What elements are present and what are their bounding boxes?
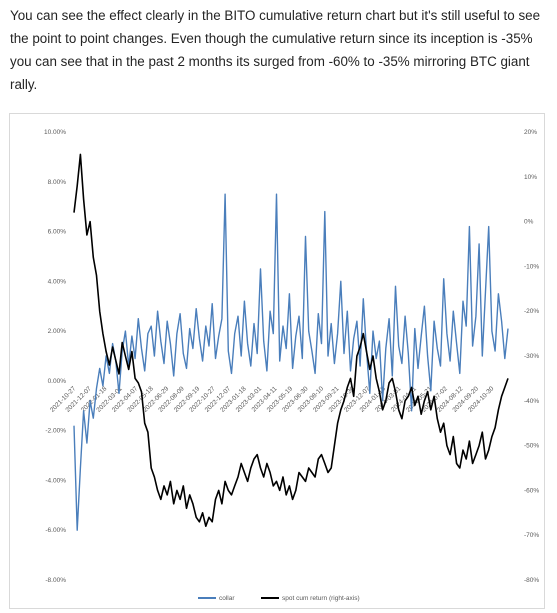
right-axis-tick: -30% [524,353,539,360]
right-axis-tick: -60% [524,487,539,494]
right-axis-tick: -10% [524,263,539,270]
right-axis-tick: -20% [524,308,539,315]
left-axis-tick: 4.00% [48,278,67,285]
plot-lines [73,153,509,531]
legend-collar-label: collar [219,595,235,602]
right-axis-tick: -80% [524,577,539,584]
left-axis-tick: 6.00% [48,229,67,236]
left-axis-tick: 8.00% [48,179,67,186]
left-axis-tick: -2.00% [45,428,66,435]
right-axis-tick: 10% [524,174,537,181]
cumulative-return-chart: 10.00% 8.00% 6.00% 4.00% 2.00% 0.00% -2.00% -4.… [44,129,539,602]
spot-cum-return-series-line [73,153,509,528]
right-axis-tick: -70% [524,532,539,539]
left-axis-tick: 0.00% [48,378,67,385]
left-axis-tick: -8.00% [45,577,66,584]
left-axis-tick: -4.00% [45,477,66,484]
chart-legend: collar spot cum return (right-axis) [198,595,360,602]
chart-frame: 10.00% 8.00% 6.00% 4.00% 2.00% 0.00% -2.00% -4.… [9,113,545,609]
left-axis-tick: -6.00% [45,527,66,534]
right-axis-tick: 0% [524,219,534,226]
legend-spot-label: spot cum return (right-axis) [282,595,360,602]
left-axis-tick: 10.00% [44,129,66,136]
left-axis-tick: 2.00% [48,328,67,335]
collar-series-line [73,193,509,531]
left-axis-ticks: 10.00% 8.00% 6.00% 4.00% 2.00% 0.00% -2.00% -4.… [44,129,66,584]
post-paragraph: You can see the effect clearly in the BI… [10,8,541,92]
right-axis-ticks: 20% 10% 0% -10% -20% -30% -40% -50% -60% -70% -80% [524,129,539,584]
post-text: You can see the effect clearly in the BI… [10,4,555,96]
right-axis-tick: -50% [524,443,539,450]
right-axis-tick: -40% [524,398,539,405]
right-axis-tick: 20% [524,129,537,136]
